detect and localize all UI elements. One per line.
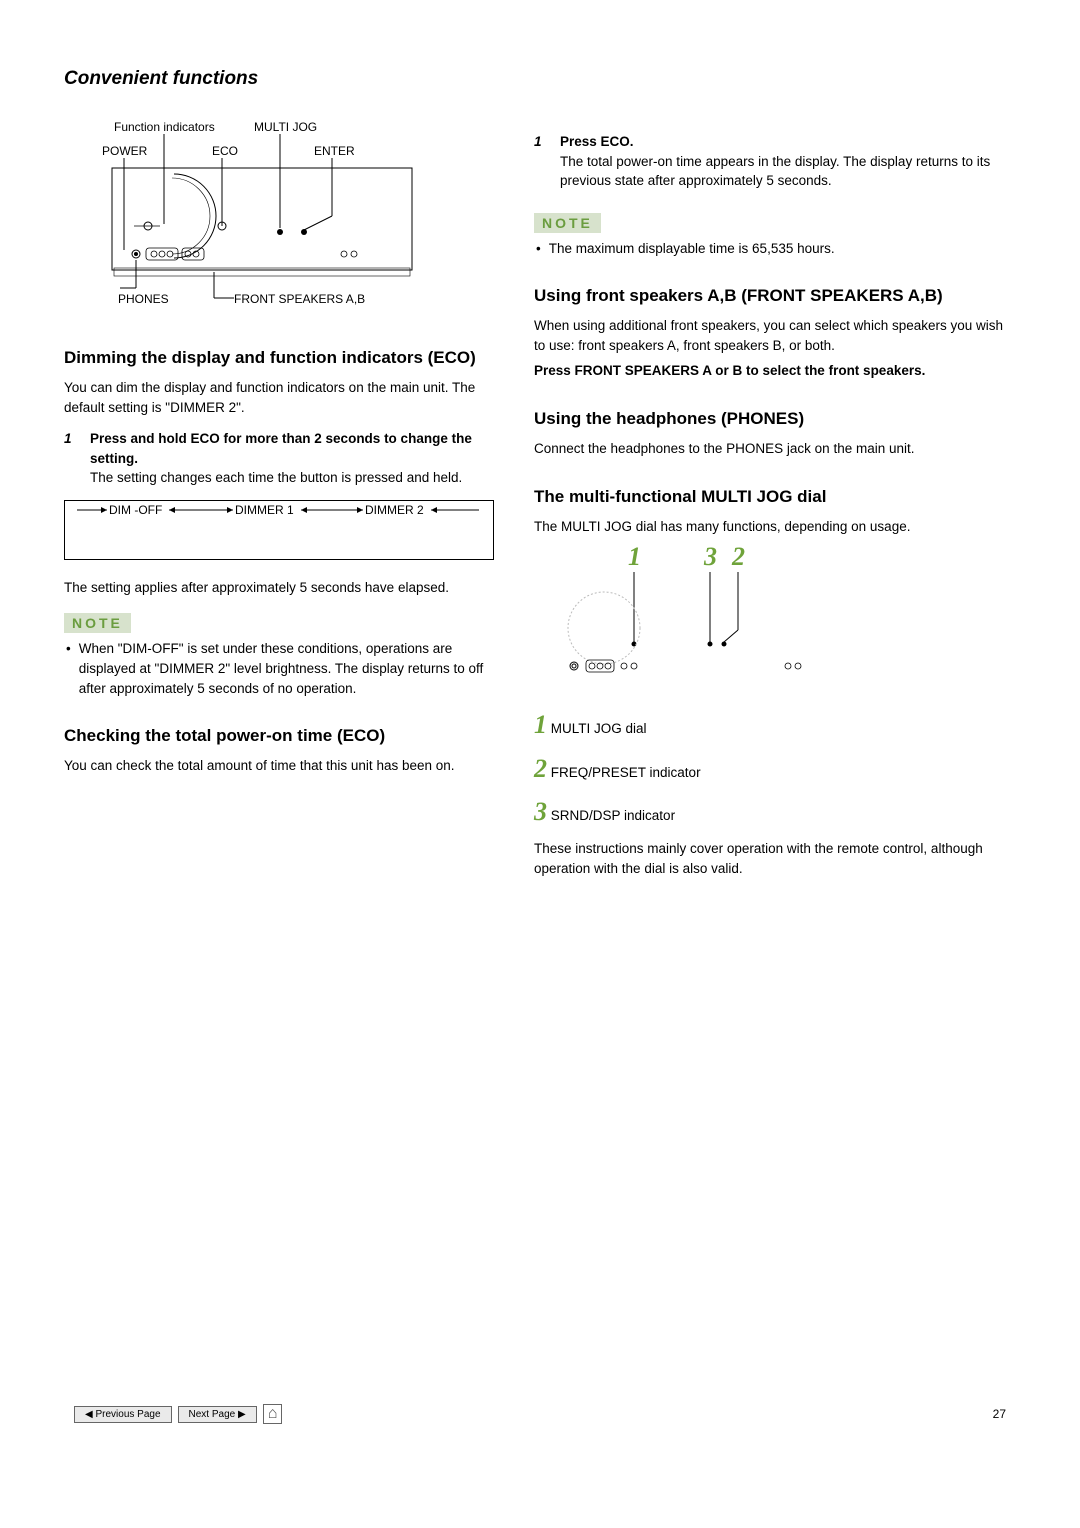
note-left: When "DIM-OFF" is set under these condit… bbox=[66, 639, 494, 698]
right-column: 1 Press ECO. The total power-on time app… bbox=[534, 120, 1016, 884]
body-multi: The MULTI JOG dial has many functions, d… bbox=[534, 517, 1016, 537]
step-text: Press and hold ECO for more than 2 secon… bbox=[90, 429, 494, 468]
footer-nav: Previous Page Next Page ⌂ bbox=[74, 1404, 282, 1424]
body-front2: Press FRONT SPEAKERS A or B to select th… bbox=[534, 361, 1016, 381]
step-r1: 1 Press ECO. The total power-on time app… bbox=[534, 132, 1016, 191]
heading-phones: Using the headphones (PHONES) bbox=[534, 409, 1016, 429]
step-sub: The setting changes each time the button… bbox=[90, 468, 494, 488]
body-front1: When using additional front speakers, yo… bbox=[534, 316, 1016, 355]
home-icon[interactable]: ⌂ bbox=[263, 1404, 283, 1424]
body-eco: You can dim the display and function ind… bbox=[64, 378, 494, 417]
body-phones: Connect the headphones to the PHONES jac… bbox=[534, 439, 1016, 459]
heading-check: Checking the total power-on time (ECO) bbox=[64, 726, 494, 746]
note-right: The maximum displayable time is 65,535 h… bbox=[536, 239, 1016, 259]
small-diagram: 1 3 2 bbox=[534, 542, 844, 692]
ref-1-text: 1 MULTI JOG dial bbox=[534, 706, 1016, 744]
after-dimmer: The setting applies after approximately … bbox=[64, 578, 494, 598]
ref-2-text: 2 FREQ/PRESET indicator bbox=[534, 750, 1016, 788]
page-title: Convenient functions bbox=[64, 68, 1016, 90]
device-diagram: Function indicators MULTI JOG POWER ECO … bbox=[64, 120, 464, 320]
heading-eco: Dimming the display and function indicat… bbox=[64, 348, 494, 368]
next-page-button[interactable]: Next Page bbox=[178, 1406, 257, 1423]
note-label-right: NOTE bbox=[534, 213, 601, 233]
prev-page-button[interactable]: Previous Page bbox=[74, 1406, 172, 1423]
step-num-r: 1 bbox=[534, 132, 550, 191]
step-eco-1: 1 Press and hold ECO for more than 2 sec… bbox=[64, 429, 494, 488]
small-diagram-svg bbox=[534, 542, 844, 692]
footer: Previous Page Next Page ⌂ 27 bbox=[64, 1404, 1016, 1424]
dimmer-cycle-box: DIM -OFF DIMMER 1 DIMMER 2 bbox=[64, 500, 494, 560]
body-check: You can check the total amount of time t… bbox=[64, 756, 494, 776]
heading-multi: The multi-functional MULTI JOG dial bbox=[534, 487, 1016, 507]
ref-3-text: 3 SRND/DSP indicator bbox=[534, 793, 1016, 831]
step-r-sub: The total power-on time appears in the d… bbox=[560, 152, 1016, 191]
note-label-left: NOTE bbox=[64, 613, 131, 633]
left-column: Function indicators MULTI JOG POWER ECO … bbox=[64, 120, 494, 884]
dimmer-arrows-svg bbox=[65, 501, 495, 561]
step-r-text: Press ECO. bbox=[560, 132, 1016, 152]
device-svg bbox=[64, 120, 464, 320]
after-refs: These instructions mainly cover operatio… bbox=[534, 839, 1016, 878]
columns: Function indicators MULTI JOG POWER ECO … bbox=[64, 120, 1016, 884]
heading-front: Using front speakers A,B (FRONT SPEAKERS… bbox=[534, 286, 1016, 306]
step-num: 1 bbox=[64, 429, 80, 488]
page-root: Convenient functions Function indicators… bbox=[0, 0, 1080, 1484]
page-number: 27 bbox=[993, 1407, 1006, 1421]
